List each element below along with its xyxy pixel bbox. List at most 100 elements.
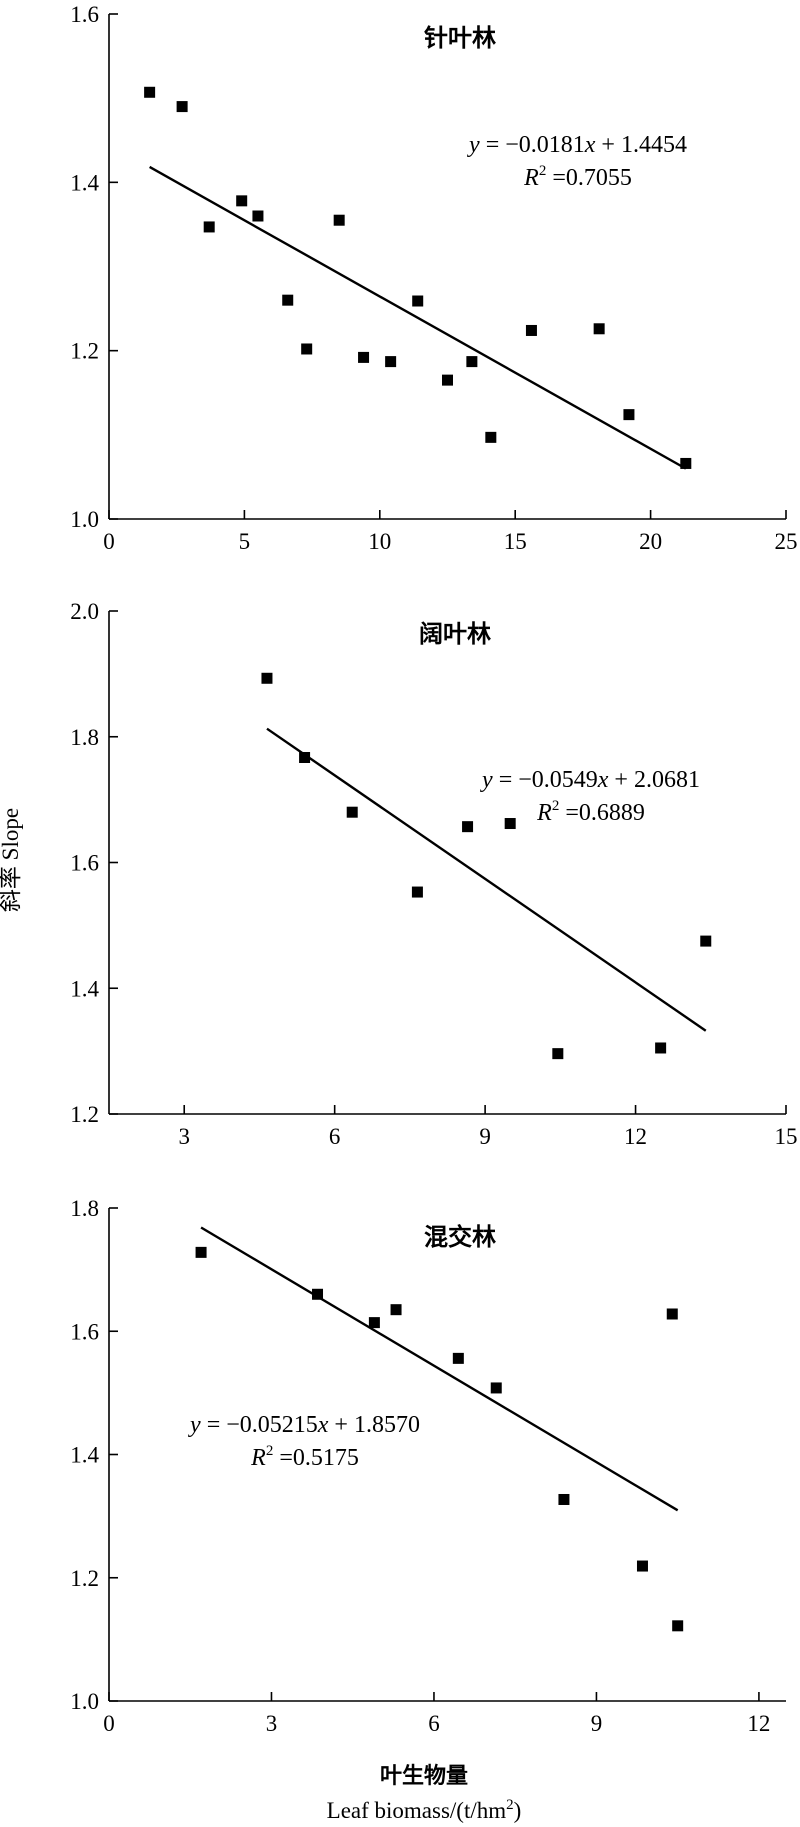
x-axis-label-chinese: 叶生物量 — [380, 1763, 468, 1789]
data-point — [236, 195, 248, 207]
r-squared: R2 =0.7055 — [523, 163, 632, 191]
r-squared-symbol: R — [250, 1445, 266, 1471]
data-point — [680, 457, 692, 469]
x-tick-label: 0 — [103, 529, 115, 554]
regression-equation: y = −0.05215x + 1.8570 — [188, 1412, 420, 1438]
x-tick-label: 20 — [639, 529, 662, 554]
data-point — [252, 210, 264, 222]
regression-equation: y = −0.0549x + 2.0681 — [480, 767, 700, 793]
data-point — [490, 1382, 502, 1394]
data-point — [368, 1317, 380, 1329]
x-axis-label-english: Leaf biomass/(t/hm2) — [327, 1797, 522, 1823]
chart-panel-3: 1.0 1.2 1.4 1.6 1.8 0 3 6 9 12 混交林 y = −0.05215x + … — [70, 1196, 786, 1736]
r-squared-superscript: 2 — [539, 163, 547, 179]
r-squared-value: =0.6889 — [559, 800, 645, 826]
equation-part: y — [467, 132, 480, 158]
data-point — [390, 1304, 402, 1316]
y-tick-label: 1.2 — [70, 1102, 99, 1127]
equation-part: y — [188, 1412, 201, 1438]
data-point — [623, 409, 635, 421]
x-tick-label: 6 — [329, 1124, 341, 1149]
data-point — [203, 221, 215, 233]
data-point — [672, 1620, 684, 1632]
data-point — [176, 101, 188, 113]
r-squared: R2 =0.5175 — [250, 1443, 359, 1471]
equation-part: x — [597, 767, 609, 793]
data-point — [412, 295, 424, 307]
y-tick-label: 1.4 — [70, 170, 99, 195]
x-tick-label: 3 — [178, 1124, 190, 1149]
x-tick-label: 12 — [747, 1711, 770, 1736]
data-point — [282, 294, 294, 306]
data-point — [299, 751, 311, 763]
data-point — [195, 1246, 207, 1258]
panel-title: 针叶林 — [424, 24, 496, 52]
y-tick-label: 1.4 — [70, 1443, 99, 1468]
chart-panel-1: 1.0 1.2 1.4 1.6 0 5 10 15 20 25 针叶林 y = −0.0181x + … — [70, 2, 797, 554]
y-tick-label: 1.6 — [70, 851, 99, 876]
data-point — [700, 935, 712, 947]
data-point — [301, 343, 313, 355]
data-point — [411, 886, 423, 898]
data-point — [358, 351, 370, 363]
data-point — [385, 356, 397, 368]
data-point — [346, 806, 358, 818]
chart-panel-2: 1.2 1.4 1.6 1.8 2.0 3 6 9 12 15 阔叶林 y = −0.0549x + … — [70, 599, 797, 1149]
equation-part: = −0.0181 — [480, 132, 585, 158]
x-tick-label: 10 — [368, 529, 391, 554]
r-squared-symbol: R — [523, 165, 539, 191]
data-point — [462, 821, 474, 833]
data-point — [666, 1308, 678, 1320]
panel-title: 阔叶林 — [419, 620, 491, 648]
regression-line — [149, 165, 687, 470]
data-point — [504, 818, 516, 830]
data-point — [261, 672, 273, 684]
y-tick-label: 1.6 — [70, 1319, 99, 1344]
regression-line — [200, 1226, 679, 1512]
equation-part: = −0.0549 — [493, 767, 598, 793]
y-tick-label: 1.2 — [70, 1566, 99, 1591]
r-squared-superscript: 2 — [266, 1443, 274, 1459]
y-tick-label: 1.6 — [70, 2, 99, 27]
x-tick-label: 0 — [103, 1711, 115, 1736]
x-tick-label: 9 — [591, 1711, 603, 1736]
data-point — [312, 1288, 324, 1300]
r-squared: R2 =0.6889 — [536, 798, 645, 826]
data-point — [452, 1352, 464, 1364]
y-tick-label: 2.0 — [70, 599, 99, 624]
equation-part: x — [584, 132, 596, 158]
data-point — [552, 1048, 564, 1060]
data-point — [593, 323, 605, 335]
regression-equation: y = −0.0181x + 1.4454 — [467, 132, 687, 158]
x-tick-label: 6 — [428, 1711, 440, 1736]
equation-part: + 1.8570 — [328, 1412, 420, 1438]
y-tick-label: 1.0 — [70, 1689, 99, 1714]
data-point — [466, 356, 478, 368]
r-squared-symbol: R — [536, 800, 552, 826]
equation-part: + 2.0681 — [608, 767, 700, 793]
r-squared-value: =0.7055 — [546, 165, 632, 191]
y-tick-label: 1.4 — [70, 976, 99, 1001]
data-point — [525, 324, 537, 336]
equation-part: + 1.4454 — [595, 132, 687, 158]
r-squared-value: =0.5175 — [273, 1445, 359, 1471]
y-tick-label: 1.8 — [70, 1196, 99, 1221]
data-point — [558, 1493, 570, 1505]
data-point — [485, 431, 497, 443]
x-tick-label: 9 — [479, 1124, 491, 1149]
panel-title: 混交林 — [424, 1223, 496, 1251]
x-axis-label-english-main: Leaf biomass/(t/hm — [327, 1798, 507, 1823]
equation-part: y — [480, 767, 493, 793]
x-tick-label: 3 — [266, 1711, 278, 1736]
x-axis-label-english-superscript: 2 — [506, 1797, 514, 1813]
r-squared-superscript: 2 — [552, 798, 560, 814]
x-tick-label: 12 — [624, 1124, 647, 1149]
y-tick-label: 1.0 — [70, 507, 99, 532]
regression-line — [266, 727, 707, 1032]
data-point — [636, 1560, 648, 1572]
data-point — [144, 86, 156, 98]
data-point — [333, 214, 345, 226]
data-point — [442, 374, 453, 386]
y-tick-label: 1.8 — [70, 725, 99, 750]
y-tick-label: 1.2 — [70, 339, 99, 364]
